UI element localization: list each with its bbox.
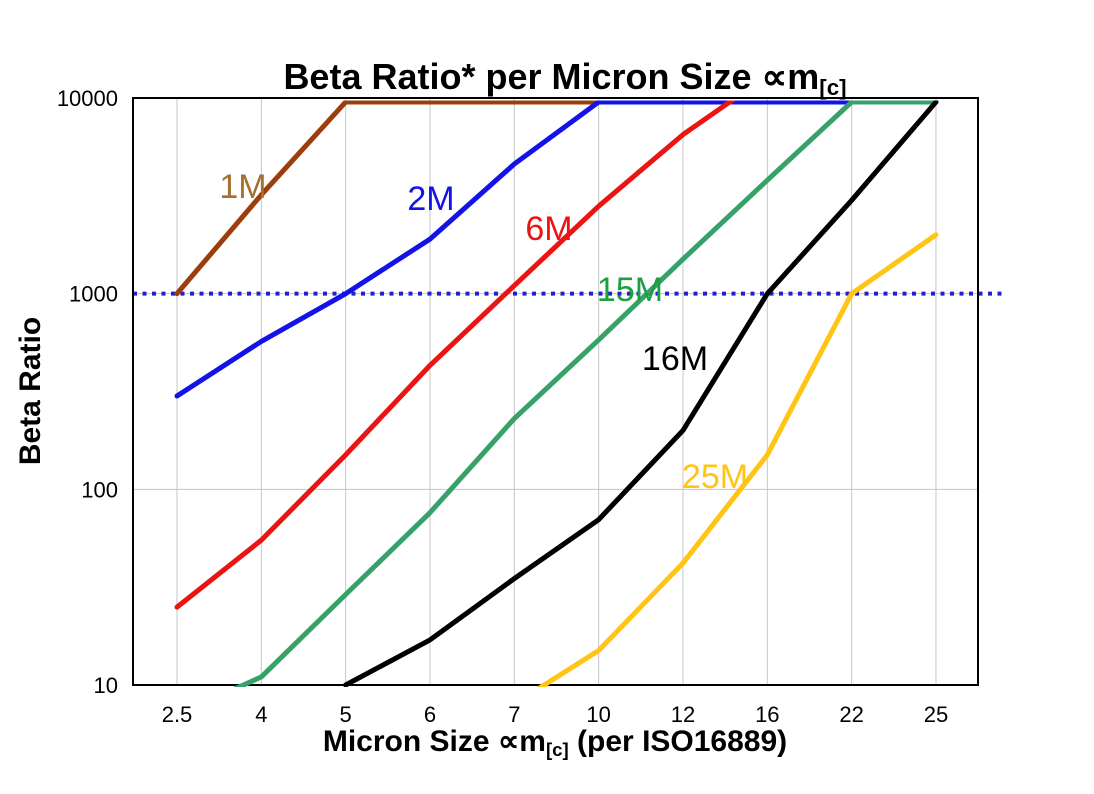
series-label-16M: 16M bbox=[642, 340, 708, 378]
series-line-16M bbox=[343, 100, 939, 687]
x-tick-label-6: 6 bbox=[424, 702, 436, 727]
x-tick-label-7: 7 bbox=[508, 702, 520, 727]
x-tick-label-25: 25 bbox=[924, 702, 948, 727]
x-tick-label-22: 22 bbox=[839, 702, 863, 727]
x-axis-title-subscript: [c] bbox=[545, 739, 569, 761]
series-label-6M: 6M bbox=[525, 210, 572, 248]
x-tick-label-4: 4 bbox=[255, 702, 267, 727]
y-tick-label-100: 100 bbox=[81, 477, 118, 502]
y-tick-label-10000: 10000 bbox=[57, 86, 118, 111]
series-line-6M bbox=[174, 100, 737, 610]
series-line-1M bbox=[174, 100, 602, 297]
x-tick-label-16: 16 bbox=[755, 702, 779, 727]
y-tick-label-10: 10 bbox=[94, 673, 118, 698]
x-tick-label-5: 5 bbox=[340, 702, 352, 727]
series-label-15M: 15M bbox=[597, 271, 663, 309]
x-axis-title-main: Micron Size ∝m bbox=[322, 725, 546, 758]
chart-title-subscript: [c] bbox=[819, 75, 847, 101]
series-line-15M bbox=[233, 100, 939, 687]
x-tick-label-12: 12 bbox=[671, 702, 695, 727]
series-label-2M: 2M bbox=[407, 180, 454, 218]
series-line-25M bbox=[536, 232, 939, 687]
x-axis-title: Micron Size ∝m[c] (per ISO16889) bbox=[323, 724, 787, 761]
plot-frame bbox=[132, 97, 979, 686]
chart-title: Beta Ratio* per Micron Size ∝m[c] bbox=[283, 56, 846, 101]
series-line-2M bbox=[174, 100, 939, 399]
series-label-25M: 25M bbox=[682, 458, 748, 496]
y-tick-label-1000: 1000 bbox=[69, 282, 118, 307]
x-axis-title-suffix: (per ISO16889) bbox=[568, 725, 788, 758]
series-label-1M: 1M bbox=[219, 168, 266, 206]
chart-title-main: Beta Ratio* per Micron Size ∝m bbox=[283, 56, 820, 97]
y-axis-title: Beta Ratio bbox=[14, 316, 47, 466]
x-tick-label-10: 10 bbox=[586, 702, 610, 727]
x-tick-label-2.5: 2.5 bbox=[162, 702, 193, 727]
